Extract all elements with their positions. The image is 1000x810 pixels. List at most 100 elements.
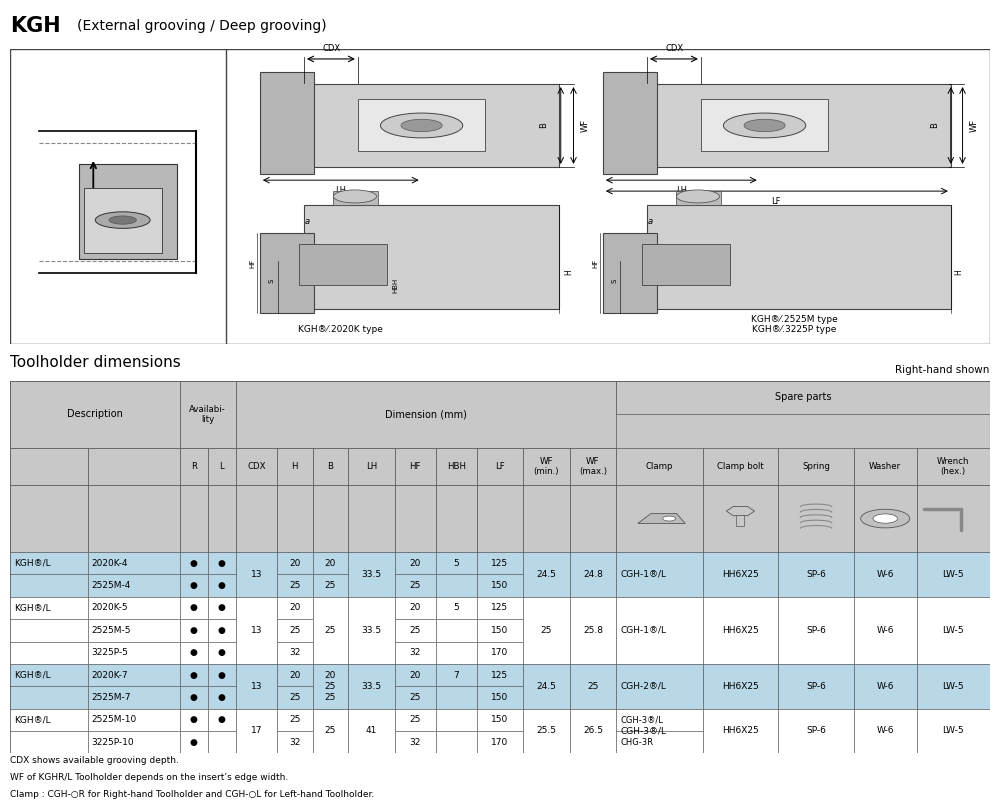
Text: a: a — [304, 217, 310, 226]
Text: B: B — [327, 462, 333, 471]
Text: W-6: W-6 — [876, 682, 894, 691]
Text: 25: 25 — [409, 715, 421, 724]
Bar — [778, 731, 854, 753]
Bar — [701, 99, 828, 151]
Text: 5: 5 — [453, 559, 459, 568]
Text: 13: 13 — [251, 626, 262, 635]
Bar — [570, 664, 616, 709]
Bar — [208, 619, 236, 642]
Text: KGH®⁄.2020K type: KGH®⁄.2020K type — [298, 325, 383, 334]
Bar — [313, 709, 348, 753]
Text: CGH-2®/L: CGH-2®/L — [620, 682, 666, 691]
Text: Toolholder dimensions: Toolholder dimensions — [10, 356, 181, 370]
Bar — [854, 731, 917, 753]
Text: SP-6: SP-6 — [806, 682, 826, 691]
Bar — [313, 597, 348, 664]
Text: 25: 25 — [409, 581, 421, 590]
Text: L: L — [219, 462, 224, 471]
Bar — [778, 664, 854, 686]
Bar — [348, 664, 395, 709]
Bar — [778, 619, 854, 642]
Text: ●: ● — [218, 603, 226, 612]
Text: 25: 25 — [325, 693, 336, 702]
Bar — [10, 664, 88, 686]
Bar — [703, 552, 778, 574]
Text: LH: LH — [366, 462, 377, 471]
Text: 32: 32 — [409, 648, 421, 657]
Bar — [395, 664, 436, 686]
Text: ●: ● — [190, 693, 198, 702]
Circle shape — [873, 514, 897, 523]
Bar — [436, 642, 477, 664]
Bar — [477, 731, 523, 753]
Text: HF: HF — [249, 258, 255, 267]
Bar — [854, 448, 917, 485]
Bar — [436, 574, 477, 597]
Text: H: H — [954, 269, 963, 275]
Text: HF: HF — [592, 258, 598, 267]
Bar — [854, 597, 917, 664]
Circle shape — [861, 509, 910, 528]
Bar — [10, 552, 88, 574]
Text: 32: 32 — [289, 738, 300, 747]
Text: ●: ● — [218, 648, 226, 657]
Text: 32: 32 — [289, 648, 300, 657]
Bar — [236, 574, 277, 597]
Bar — [703, 485, 778, 552]
Bar — [436, 664, 477, 686]
Bar — [236, 597, 277, 619]
Bar — [642, 244, 730, 285]
Text: (External grooving / Deep grooving): (External grooving / Deep grooving) — [77, 19, 327, 33]
Text: 7: 7 — [453, 671, 459, 680]
Bar — [523, 597, 570, 664]
Text: ●: ● — [190, 603, 198, 612]
Text: 3225P-5: 3225P-5 — [92, 648, 129, 657]
Text: 170: 170 — [491, 648, 509, 657]
Bar — [616, 597, 703, 619]
Bar — [313, 709, 348, 731]
Bar — [703, 574, 778, 597]
Text: WF of KGHR/L Toolholder depends on the insert’s edge width.: WF of KGHR/L Toolholder depends on the i… — [10, 773, 288, 782]
Bar — [616, 552, 703, 597]
Bar — [10, 381, 180, 448]
Bar — [277, 709, 313, 731]
Text: 24.5: 24.5 — [537, 682, 556, 691]
Bar — [436, 597, 477, 619]
Bar — [570, 597, 616, 619]
Bar — [523, 709, 570, 753]
Text: 125: 125 — [491, 603, 509, 612]
Bar — [236, 709, 277, 731]
Text: 25: 25 — [289, 626, 300, 635]
Polygon shape — [638, 514, 685, 523]
Text: 25: 25 — [325, 581, 336, 590]
Text: S: S — [612, 279, 618, 283]
Bar — [703, 709, 778, 753]
Bar — [854, 574, 917, 597]
Text: HBH: HBH — [447, 462, 466, 471]
Bar — [313, 597, 348, 619]
Bar — [395, 642, 436, 664]
Bar — [647, 84, 951, 167]
Bar — [180, 709, 208, 731]
Text: ●: ● — [190, 626, 198, 635]
Text: 5: 5 — [453, 603, 459, 612]
Text: LW-5: LW-5 — [942, 570, 964, 579]
Bar — [236, 709, 277, 753]
Bar — [778, 597, 854, 619]
Bar — [703, 448, 778, 485]
Bar — [523, 597, 570, 619]
Bar — [236, 664, 277, 709]
Bar — [260, 72, 314, 174]
Text: WF: WF — [969, 119, 978, 132]
Text: 25: 25 — [289, 693, 300, 702]
Text: HH6X25: HH6X25 — [722, 626, 759, 635]
Text: CGH-1®/L: CGH-1®/L — [620, 570, 666, 579]
Text: 20: 20 — [409, 559, 421, 568]
Text: 17: 17 — [251, 727, 262, 735]
Text: 125: 125 — [491, 559, 509, 568]
Bar — [348, 686, 395, 709]
Text: LW-5: LW-5 — [942, 626, 964, 635]
Bar — [917, 664, 990, 709]
Bar — [616, 574, 703, 597]
Bar — [570, 642, 616, 664]
